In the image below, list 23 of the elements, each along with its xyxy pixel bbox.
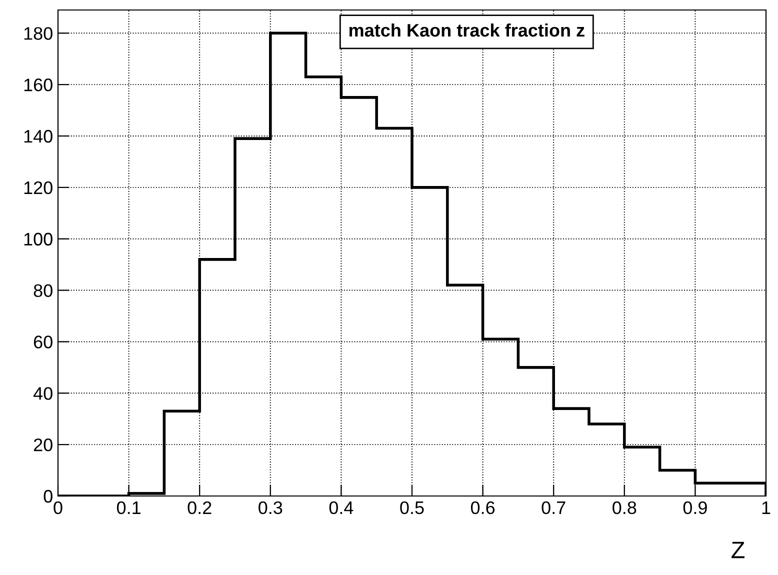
- y-tick-label: 180: [24, 27, 52, 40]
- x-tick-label: 0.8: [612, 501, 636, 514]
- x-tick-label: 0.3: [258, 501, 282, 514]
- y-tick-label: 40: [33, 387, 52, 400]
- y-tick-label: 140: [24, 130, 52, 143]
- y-tick-label: 0: [44, 490, 52, 503]
- text: match Kaon track fraction z: [349, 23, 584, 37]
- x-tick-label: 1: [762, 502, 770, 514]
- y-tick-label: 100: [24, 232, 52, 246]
- y-tick-label: 80: [34, 284, 52, 298]
- x-tick-label: 0.2: [188, 501, 212, 514]
- x-tick-label: 0: [54, 501, 62, 514]
- x-tick-label: 0.5: [400, 501, 424, 514]
- x-tick-label: 0.4: [329, 501, 354, 514]
- x-tick-label: 0.7: [542, 501, 566, 514]
- x-tick-label: 0.9: [683, 501, 707, 514]
- x-tick-label: 0.1: [116, 501, 140, 514]
- y-tick-label: 20: [34, 438, 52, 452]
- x-axis-title: Z: [732, 542, 744, 558]
- y-tick-label: 60: [34, 336, 52, 348]
- x-tick-label: 0.6: [470, 501, 495, 514]
- y-tick-label: 160: [24, 78, 52, 92]
- y-tick-label: 120: [24, 181, 52, 194]
